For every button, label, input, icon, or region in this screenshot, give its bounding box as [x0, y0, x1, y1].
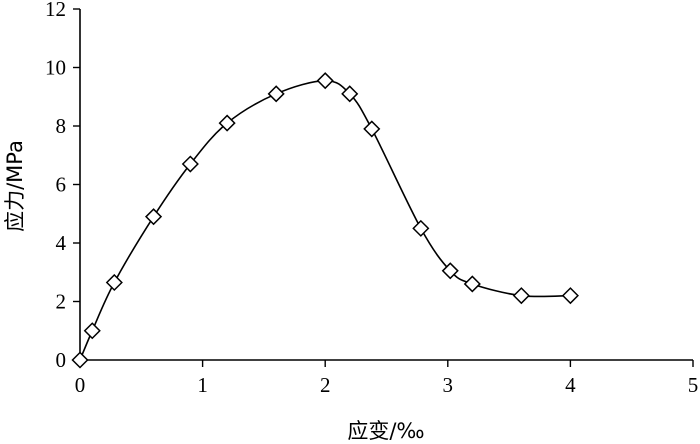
x-tick-label: 4: [565, 373, 576, 397]
x-ticks: 0 1 2 3 4 5: [75, 360, 699, 397]
y-tick-label: 10: [45, 56, 66, 80]
x-tick-label: 2: [320, 373, 331, 397]
y-tick-label: 6: [56, 173, 67, 197]
axes: [79, 9, 693, 361]
data-point-marker: [105, 273, 123, 292]
y-tick-label: 4: [56, 231, 67, 255]
y-tick-label: 0: [56, 348, 67, 372]
x-axis-title: 应变/‰: [347, 419, 424, 443]
data-point-marker: [181, 155, 199, 173]
x-tick-label: 5: [688, 373, 699, 397]
data-point-marker: [218, 114, 236, 132]
y-ticks: 0 2 4 6 8 10 12: [45, 0, 80, 372]
x-tick-label: 3: [443, 373, 454, 397]
y-tick-label: 2: [56, 290, 67, 314]
y-tick-label: 8: [56, 114, 67, 138]
series-group: [71, 72, 579, 369]
data-point-marker: [316, 72, 334, 90]
data-point-marker: [144, 208, 163, 226]
y-tick-label: 12: [45, 0, 66, 21]
data-point-marker: [463, 275, 481, 293]
x-tick-label: 0: [75, 373, 86, 397]
data-point-marker: [561, 287, 579, 305]
data-point-marker: [71, 351, 89, 369]
data-point-marker: [441, 262, 459, 280]
x-tick-label: 1: [197, 373, 208, 397]
data-point-marker: [363, 120, 381, 138]
data-point-marker: [83, 322, 101, 340]
data-point-marker: [267, 85, 285, 103]
data-point-marker: [412, 219, 430, 237]
data-point-marker: [512, 287, 530, 305]
data-point-marker: [341, 85, 359, 103]
y-axis-title: 应力/MPa: [3, 140, 27, 232]
